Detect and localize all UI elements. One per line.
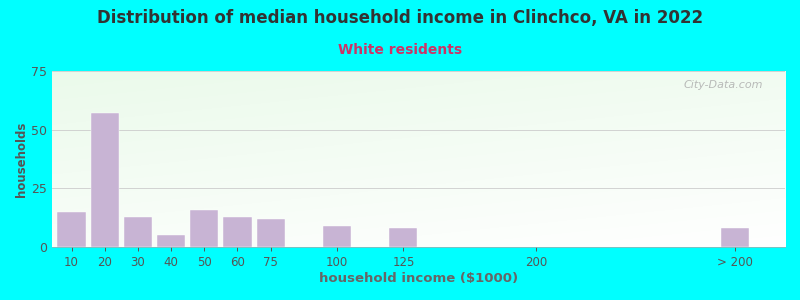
Y-axis label: households: households [15,122,28,197]
Bar [257,219,285,247]
Bar [223,217,251,247]
Text: City-Data.com: City-Data.com [683,80,763,90]
Text: Distribution of median household income in Clinchco, VA in 2022: Distribution of median household income … [97,9,703,27]
Bar [124,217,152,247]
Bar [721,228,750,247]
Bar [157,236,186,247]
Bar [90,113,119,247]
Bar [58,212,86,247]
Bar [190,210,218,247]
Bar [390,228,418,247]
Bar [323,226,351,247]
Text: White residents: White residents [338,44,462,58]
X-axis label: household income ($1000): household income ($1000) [318,272,518,285]
